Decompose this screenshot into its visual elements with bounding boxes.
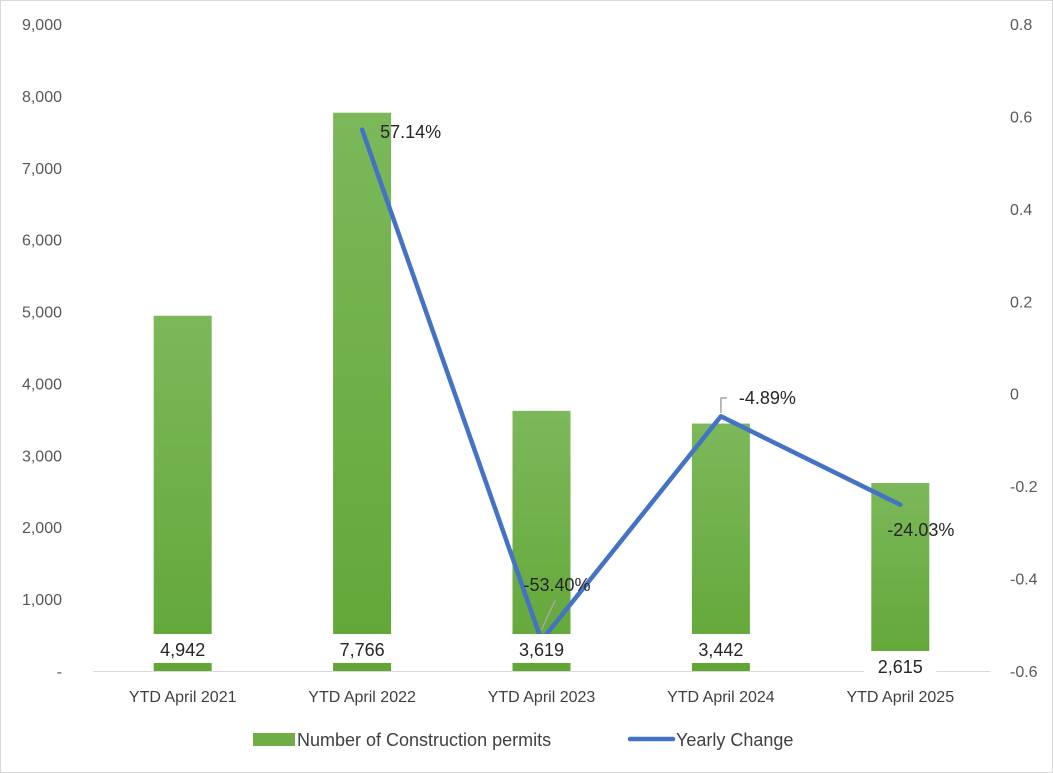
bar-value-label: 2,615 xyxy=(878,657,923,677)
bar-value-label: 4,942 xyxy=(160,640,205,660)
line-value-label: -4.89% xyxy=(739,388,796,408)
x-category-label: YTD April 2023 xyxy=(488,689,596,706)
y-left-tick-label: 3,000 xyxy=(22,448,62,465)
y-right-tick-label: 0.2 xyxy=(1010,294,1032,311)
bar-label-bg xyxy=(505,634,578,663)
y-left-tick-label: - xyxy=(57,664,62,681)
x-category-label: YTD April 2025 xyxy=(846,689,954,706)
x-category-label: YTD April 2024 xyxy=(667,689,775,706)
leader-line xyxy=(540,599,557,631)
bar-1 xyxy=(333,112,392,672)
y-left-tick-label: 8,000 xyxy=(22,89,62,106)
x-category-label: YTD April 2022 xyxy=(308,689,416,706)
bar-4 xyxy=(871,483,930,671)
y-left-tick-label: 9,000 xyxy=(22,17,62,34)
bar-label-bg xyxy=(326,634,399,663)
bar-2 xyxy=(512,410,571,671)
y-left-tick-label: 5,000 xyxy=(22,305,62,322)
y-right-tick-label: -0.2 xyxy=(1010,479,1038,496)
y-right-tick-label: -0.4 xyxy=(1010,572,1038,589)
bar-value-label: 3,442 xyxy=(698,640,743,660)
legend: Number of Construction permits Yearly Ch… xyxy=(253,730,793,750)
bar-value-label: 7,766 xyxy=(340,640,385,660)
bar-label-bg xyxy=(146,634,219,663)
y-left-tick-label: 7,000 xyxy=(22,161,62,178)
leader-line xyxy=(720,397,727,413)
line-series xyxy=(359,127,903,643)
bar-label-bg xyxy=(684,634,757,663)
line-value-label: 57.14% xyxy=(380,122,441,142)
bar-0 xyxy=(153,315,212,671)
line-value-label: -53.40% xyxy=(524,575,591,595)
bar-value-label: 3,619 xyxy=(519,640,564,660)
data-labels: 4,942 7,766 3,619 3,442 2,615 57.14% -53.40% -4… xyxy=(146,122,954,680)
bar-series xyxy=(153,112,930,672)
bar-label-bg xyxy=(864,651,937,680)
legend-label-bars: Number of Construction permits xyxy=(297,730,551,750)
y-right-tick-label: 0.6 xyxy=(1010,109,1032,126)
y-left-tick-label: 1,000 xyxy=(22,592,62,609)
bar-3 xyxy=(691,423,750,671)
legend-swatch-bars xyxy=(253,733,295,746)
x-category-label: YTD April 2021 xyxy=(129,689,237,706)
y-right-tick-label: -0.6 xyxy=(1010,664,1038,681)
y-left-tick-label: 6,000 xyxy=(22,233,62,250)
y-right-tick-label: 0 xyxy=(1010,387,1019,404)
legend-label-line: Yearly Change xyxy=(676,730,793,750)
y-left-tick-label: 2,000 xyxy=(22,520,62,537)
y-left-tick-label: 4,000 xyxy=(22,376,62,393)
yearly-change-line xyxy=(359,127,903,643)
line-value-label: -24.03% xyxy=(887,520,954,540)
y-right-tick-label: 0.4 xyxy=(1010,202,1032,219)
axes: - 1,000 2,000 3,000 4,000 5,000 6,000 7,000 8,00… xyxy=(22,17,1038,706)
y-right-tick-label: 0.8 xyxy=(1010,17,1032,34)
